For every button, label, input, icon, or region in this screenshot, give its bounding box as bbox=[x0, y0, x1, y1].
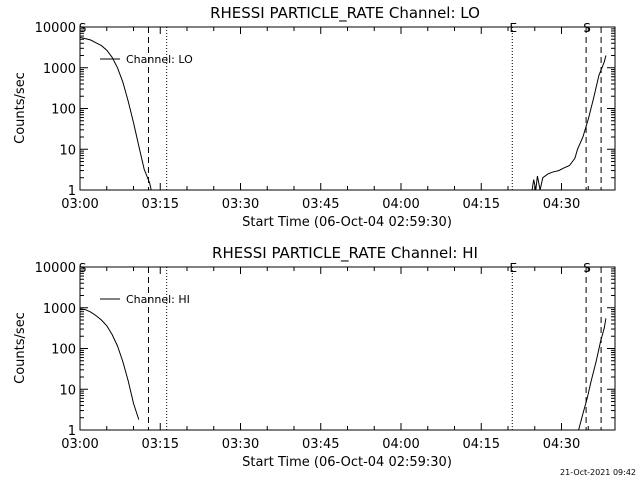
panel-hi-legend-label: Channel: HI bbox=[126, 293, 190, 306]
event-marker-label: S bbox=[583, 261, 591, 275]
x-tick-label: 03:30 bbox=[222, 197, 259, 212]
x-tick-label: 03:45 bbox=[302, 197, 339, 212]
x-tick-label: 04:15 bbox=[463, 197, 500, 212]
y-tick-label: 100 bbox=[51, 103, 76, 118]
y-tick-label: 100 bbox=[51, 343, 76, 358]
x-tick-label: 04:30 bbox=[543, 197, 580, 212]
panel-hi-plot: 03:00 03:15 03:30 03:45 04:00 04:15 04:30 1 10 10… bbox=[35, 261, 616, 452]
panel-hi-ylabel: Counts/sec bbox=[13, 312, 28, 384]
event-marker-label: S bbox=[583, 21, 591, 35]
panel-lo-plot: 03:00 03:15 03:30 03:45 04:00 04:15 04:30 1 10 10… bbox=[35, 21, 616, 212]
event-marker-label: S bbox=[79, 21, 87, 35]
event-marker-label: S bbox=[79, 261, 87, 275]
panel-hi: RHESSI PARTICLE_RATE Channel: HI 03:00 03… bbox=[13, 244, 616, 470]
series-line bbox=[578, 318, 607, 431]
x-tick-label: 04:15 bbox=[463, 437, 500, 452]
y-tick-label: 1000 bbox=[43, 62, 76, 77]
x-tick-label: 04:30 bbox=[543, 437, 580, 452]
y-tick-label: 10000 bbox=[35, 261, 76, 276]
panel-lo-title: RHESSI PARTICLE_RATE Channel: LO bbox=[210, 4, 480, 23]
event-marker-label: E bbox=[509, 261, 517, 275]
x-tick-label: 03:45 bbox=[302, 437, 339, 452]
y-tick-label: 1000 bbox=[43, 302, 76, 317]
panel-lo: RHESSI PARTICLE_RATE Channel: LO 03:00 03… bbox=[13, 4, 616, 230]
series-line bbox=[531, 55, 607, 191]
y-tick-label: 10000 bbox=[35, 21, 76, 36]
plot-frame bbox=[79, 26, 616, 191]
panel-lo-legend-label: Channel: LO bbox=[126, 53, 193, 66]
y-tick-label: 10 bbox=[59, 143, 76, 158]
event-marker-label: E bbox=[509, 21, 517, 35]
y-tick-label: 1 bbox=[68, 424, 76, 439]
panel-lo-ylabel: Counts/sec bbox=[13, 72, 28, 144]
x-tick-label: 03:15 bbox=[142, 437, 179, 452]
series-line bbox=[79, 36, 152, 191]
y-tick-label: 1 bbox=[68, 184, 76, 199]
x-tick-label: 04:00 bbox=[382, 437, 419, 452]
series-line bbox=[79, 308, 140, 420]
x-tick-label: 03:30 bbox=[222, 437, 259, 452]
x-tick-label: 03:00 bbox=[61, 197, 98, 212]
x-tick-label: 03:00 bbox=[61, 437, 98, 452]
footer-timestamp: 21-Oct-2021 09:42 bbox=[560, 468, 636, 477]
plot-frame bbox=[79, 266, 616, 431]
panel-lo-xlabel: Start Time (06-Oct-04 02:59:30) bbox=[242, 215, 452, 230]
panel-hi-xlabel: Start Time (06-Oct-04 02:59:30) bbox=[242, 455, 452, 470]
panel-hi-title: RHESSI PARTICLE_RATE Channel: HI bbox=[212, 244, 478, 263]
y-tick-label: 10 bbox=[59, 383, 76, 398]
x-tick-label: 03:15 bbox=[142, 197, 179, 212]
x-tick-label: 04:00 bbox=[382, 197, 419, 212]
